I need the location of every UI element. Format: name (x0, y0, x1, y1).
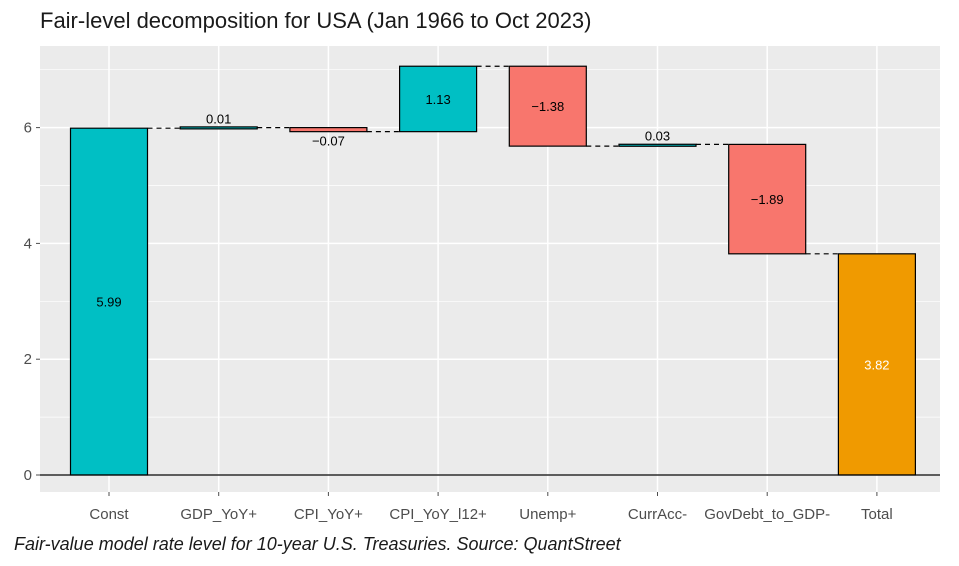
y-tick-label: 2 (24, 351, 32, 368)
y-tick-label: 0 (24, 467, 32, 484)
bar-value-label: −1.89 (751, 192, 784, 207)
connector-lines (147, 65, 839, 255)
axes: 0 2 4 6 Const GDP_YoY+ CPI_YoY+ CPI_YoY_l12+ Une… (24, 120, 940, 523)
x-tick-label: Unemp+ (519, 506, 576, 523)
bar-value-label: −0.07 (312, 134, 345, 149)
bar-value-label: 0.03 (645, 128, 670, 143)
plot-panel (40, 46, 940, 492)
bar-value-label: 5.99 (96, 295, 121, 310)
bar-gdp-yoy- (179, 126, 258, 130)
x-tick-label: GovDebt_to_GDP- (704, 506, 830, 523)
bar-labels: 5.99 0.01 −0.07 1.13 −1.38 0.03 −1.89 3.82 (96, 92, 889, 372)
bar-govdebt-to-gdp- (728, 143, 807, 255)
bar-cpi-yoy- (289, 126, 368, 133)
y-tick-label: 6 (24, 120, 32, 137)
bar-unemp- (508, 65, 587, 147)
x-tick-label: Total (861, 506, 893, 523)
bar-value-label: 1.13 (425, 92, 450, 107)
bar-value-label: −1.38 (531, 99, 564, 114)
bar-value-label: 0.01 (206, 112, 231, 127)
bar-value-label: 3.82 (864, 357, 889, 372)
x-tick-label: CPI_YoY_l12+ (389, 506, 487, 523)
x-tick-label: GDP_YoY+ (180, 506, 257, 523)
bar-total (837, 253, 917, 476)
bar-curracc- (618, 143, 697, 147)
y-tick-label: 4 (24, 235, 32, 252)
bar-const (69, 127, 149, 476)
waterfall-chart: 5.99 0.01 −0.07 1.13 −1.38 0.03 −1.89 3.82 0 2 4 6… (24, 46, 940, 523)
x-tick-label: CurrAcc- (628, 506, 687, 523)
chart-title: Fair-level decomposition for USA (Jan 19… (40, 8, 592, 33)
figure-caption: Fair-value model rate level for 10-year … (14, 534, 621, 554)
bar-cpi-yoy-l12- (399, 65, 478, 133)
x-tick-label: Const (89, 506, 129, 523)
x-tick-label: CPI_YoY+ (294, 506, 363, 523)
bars (69, 65, 917, 476)
